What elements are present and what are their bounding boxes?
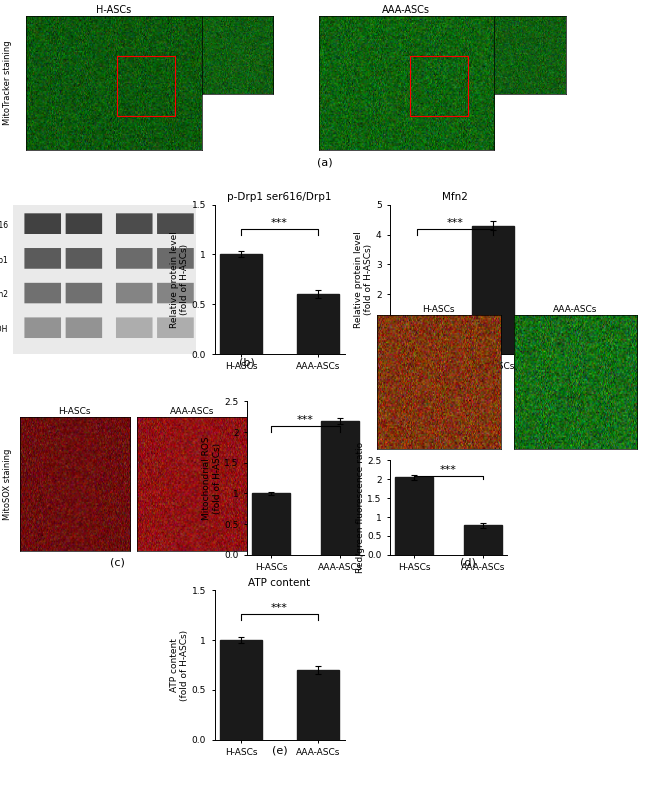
Bar xyxy=(220,640,263,740)
Text: (b): (b) xyxy=(239,358,255,368)
Text: (d): (d) xyxy=(460,557,476,567)
Bar xyxy=(252,493,290,555)
Y-axis label: Mitochondrial ROS
(fold of H-ASCs): Mitochondrial ROS (fold of H-ASCs) xyxy=(202,436,222,520)
Bar xyxy=(220,254,263,354)
Title: AAA-ASCs: AAA-ASCs xyxy=(382,5,430,15)
Text: ***: *** xyxy=(271,218,288,227)
Text: (c): (c) xyxy=(110,557,124,567)
Title: Mfn2: Mfn2 xyxy=(442,193,468,202)
Title: AAA-ASCs: AAA-ASCs xyxy=(553,305,597,314)
Title: AAA-ASCs: AAA-ASCs xyxy=(170,408,214,416)
Text: MitoTracker staining: MitoTracker staining xyxy=(3,40,12,125)
Y-axis label: Relative protein level
(fold of H-ASCs): Relative protein level (fold of H-ASCs) xyxy=(170,231,189,328)
Bar xyxy=(395,478,433,555)
Bar xyxy=(396,324,438,354)
Text: (e): (e) xyxy=(272,746,287,756)
Bar xyxy=(410,56,468,116)
Text: ***: *** xyxy=(440,465,457,475)
Text: ***: *** xyxy=(447,218,463,227)
Bar xyxy=(464,526,502,555)
Title: H-ASCs: H-ASCs xyxy=(422,305,455,314)
Title: H-ASCs: H-ASCs xyxy=(58,408,91,416)
Text: ***: *** xyxy=(271,604,288,613)
Text: (a): (a) xyxy=(317,157,333,168)
Bar xyxy=(296,670,339,740)
Title: p-Drp1 ser616/Drp1: p-Drp1 ser616/Drp1 xyxy=(227,193,332,202)
Title: H-ASCs: H-ASCs xyxy=(96,5,131,15)
Bar xyxy=(117,56,176,116)
Bar xyxy=(472,226,514,354)
Text: ***: *** xyxy=(297,416,314,425)
Title: ATP content: ATP content xyxy=(248,578,311,588)
Text: MitoSOX staining: MitoSOX staining xyxy=(3,449,12,519)
Y-axis label: ATP content
(fold of H-ASCs): ATP content (fold of H-ASCs) xyxy=(170,630,189,700)
Y-axis label: Relative protein level
(fold of H-ASCs): Relative protein level (fold of H-ASCs) xyxy=(354,231,373,328)
Bar xyxy=(296,294,339,354)
Y-axis label: Red/green fluorescence ratio: Red/green fluorescence ratio xyxy=(356,442,365,573)
Bar xyxy=(321,421,359,555)
